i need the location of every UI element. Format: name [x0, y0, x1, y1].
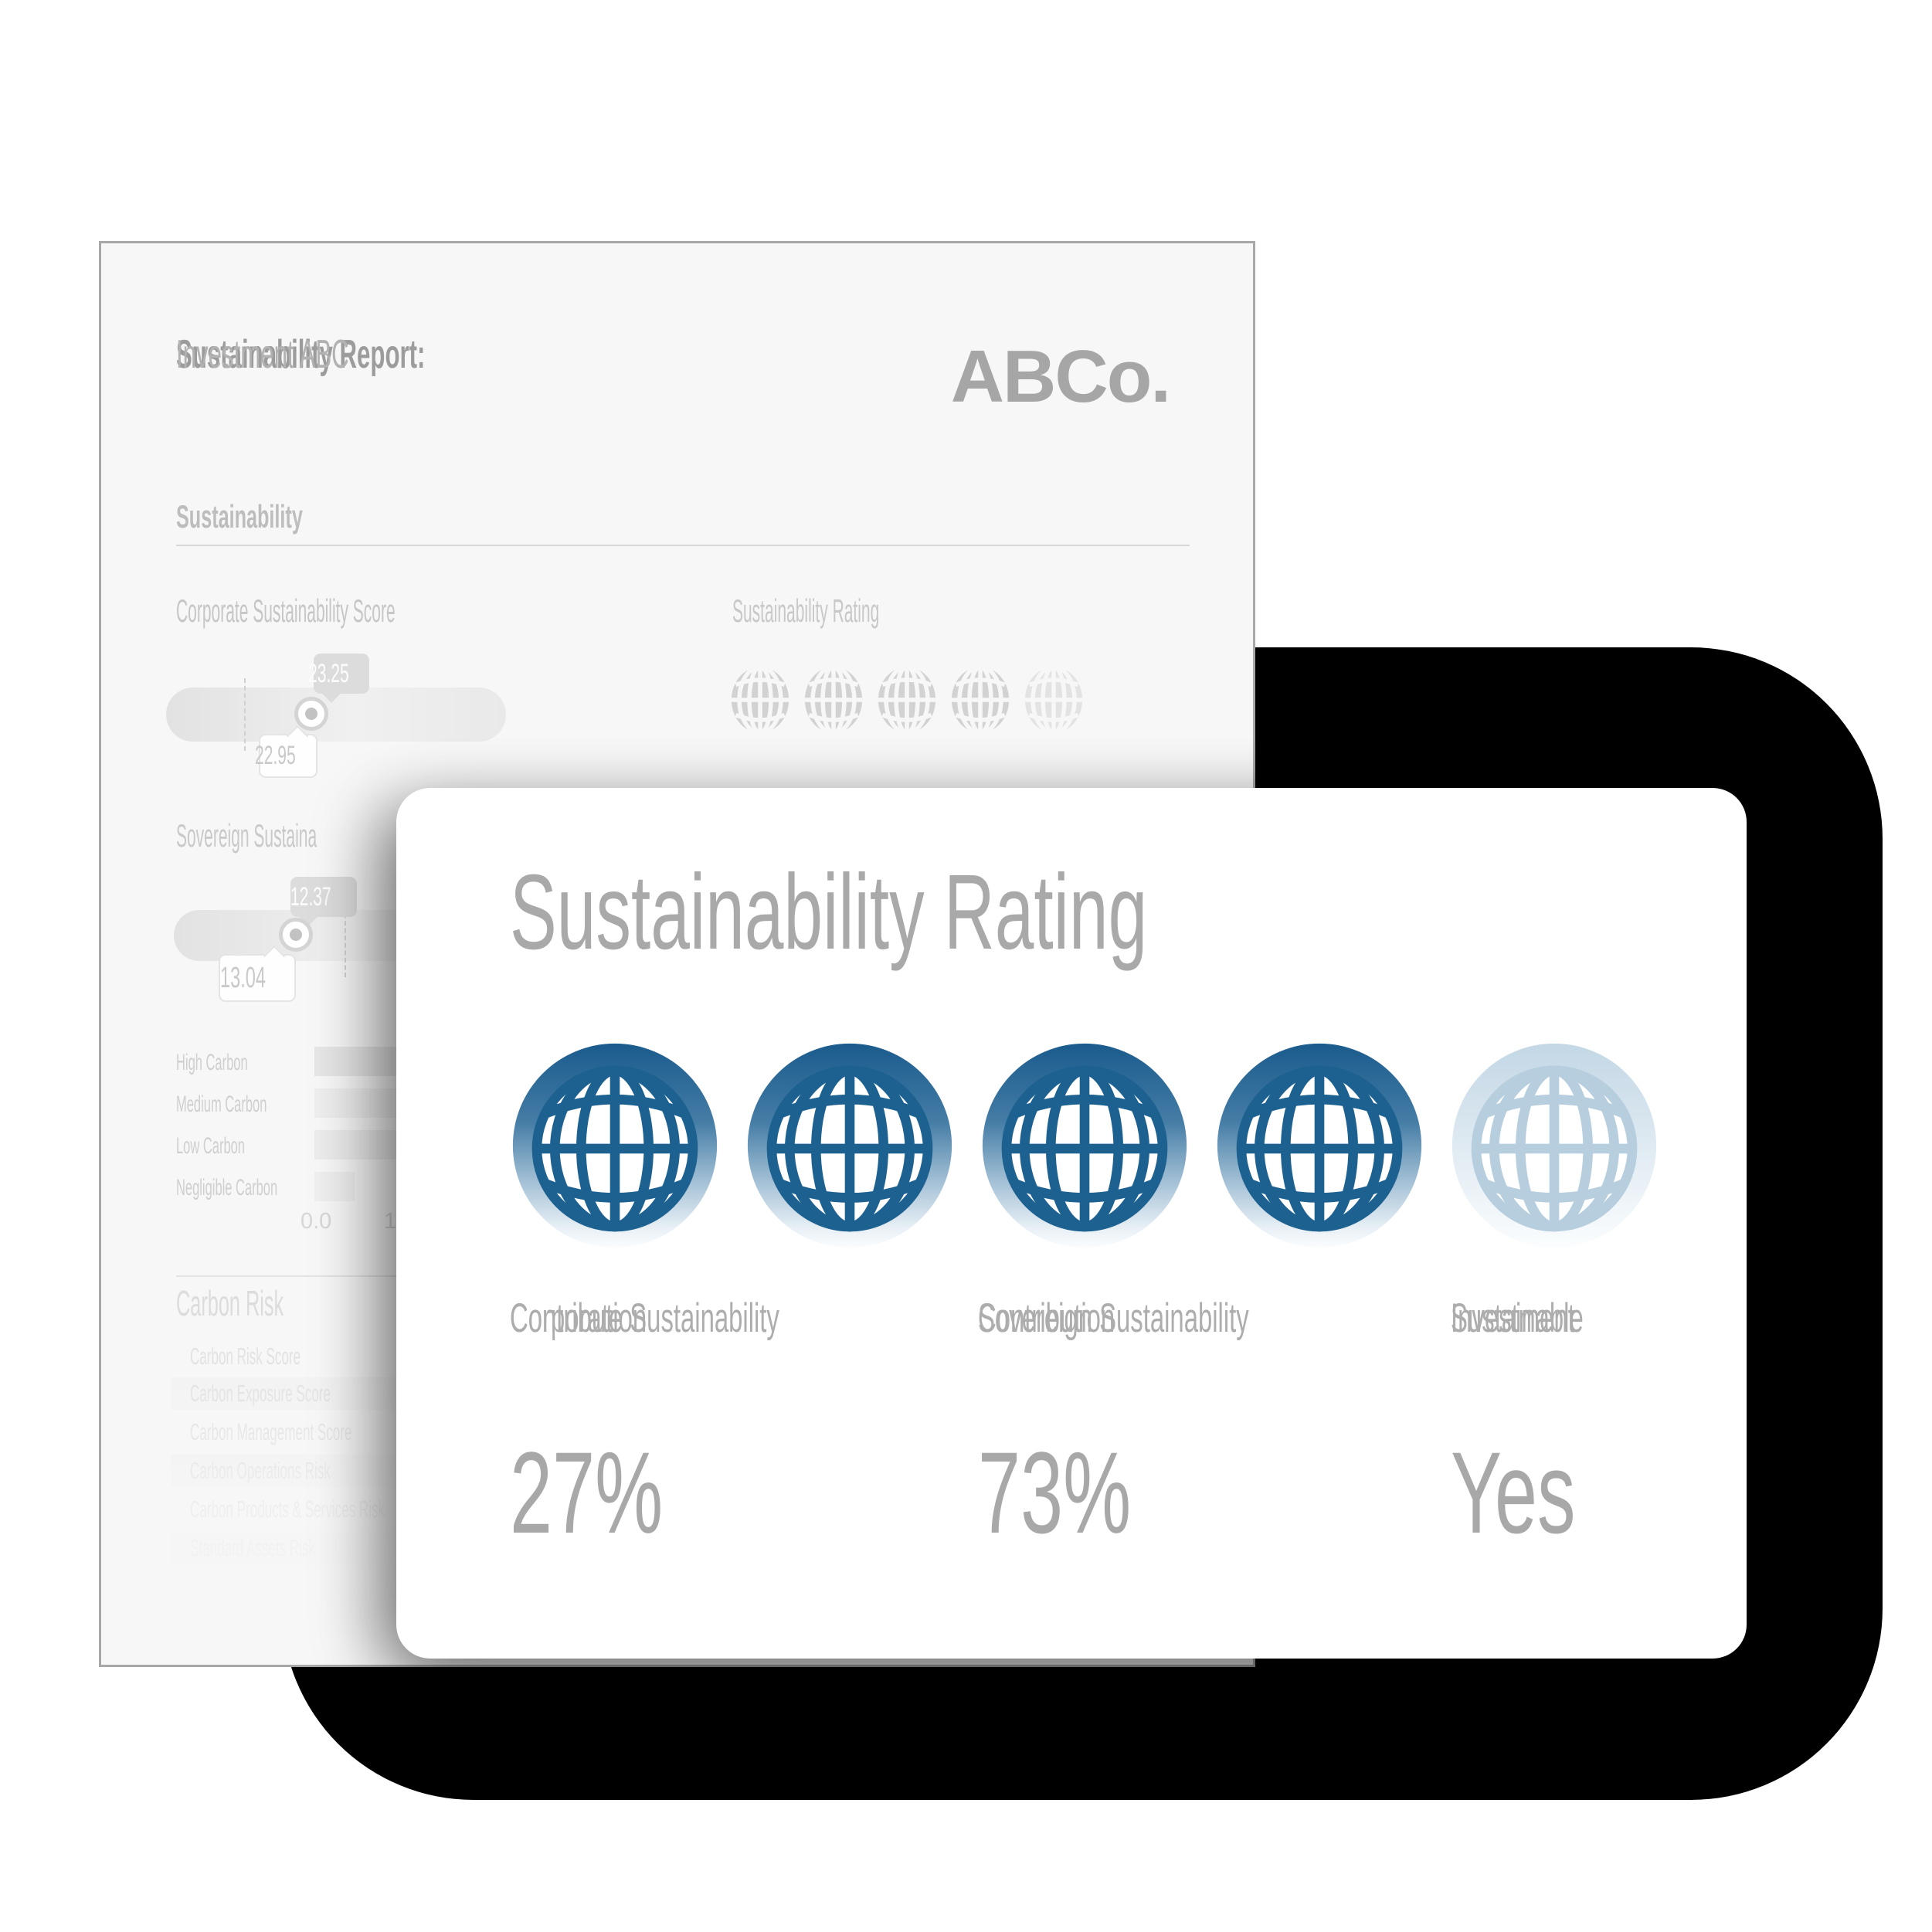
globe-icon: [877, 665, 937, 735]
metric-label: Contribution: [978, 1295, 1115, 1341]
sovereign-slider-handle[interactable]: [279, 918, 313, 952]
carbon-bar-negligible: [314, 1172, 355, 1201]
carbon-risk-divider: [176, 1275, 399, 1277]
corporate-score-tooltip-top: 23.25: [308, 654, 369, 703]
metric-value: 73%: [978, 1428, 1132, 1557]
carbon-bar-low: [314, 1130, 399, 1160]
globe-icon: [803, 665, 864, 735]
sovereign-score-top-value: 12.37: [290, 881, 332, 912]
doc-rating-heading: Sustainability Rating: [732, 593, 880, 629]
carbon-bar-medium: [314, 1088, 399, 1118]
company-logo: ABCo.: [950, 335, 1171, 418]
risk-row-6: Standard Assets Risk: [190, 1534, 316, 1561]
corporate-score-tooltip-bottom: 22.95: [255, 725, 317, 778]
sovereign-score-tooltip-bottom: 13.04: [219, 945, 296, 1002]
section-header-sustainability: Sustainability: [176, 498, 303, 535]
risk-row-3: Carbon Management Score: [190, 1418, 352, 1445]
card-title: Sustainability Rating: [510, 853, 1148, 972]
corporate-benchmark-line: [244, 678, 246, 751]
metric-label: Sovereign Sustainability: [978, 1295, 1249, 1341]
globe-icon-faded: [1024, 665, 1084, 735]
axis-tick-0: 0.0: [300, 1209, 332, 1234]
corporate-score-heading: Corporate Sustainability Score: [176, 593, 396, 629]
sovereign-score-heading: Sovereign Sustaina: [176, 817, 317, 854]
sovereign-score-tooltip-top: 12.37: [290, 877, 357, 926]
globe-filled-icon: [510, 1041, 720, 1251]
metric-label: Corporate Sustainability: [510, 1295, 779, 1341]
metric-label: Sustainable: [1451, 1295, 1584, 1341]
globe-filled-icon: [980, 1041, 1190, 1251]
globe-icon: [730, 665, 790, 735]
globe-filled-icon: [745, 1041, 955, 1251]
globe-icon: [950, 665, 1010, 735]
corporate-slider-handle[interactable]: [294, 697, 328, 731]
card-rating-globes: [510, 1041, 1684, 1251]
carbon-label-low: Low Carbon: [176, 1133, 245, 1159]
risk-row-4: Carbon Operations Risk: [190, 1457, 331, 1484]
corporate-score-bottom-value: 22.95: [255, 741, 297, 770]
carbon-label-negligible: Negligible Carbon: [176, 1175, 278, 1200]
risk-row-2: Carbon Exposure Score: [190, 1380, 331, 1407]
carbon-label-medium: Medium Carbon: [176, 1092, 267, 1117]
section-divider: [176, 545, 1190, 546]
risk-row-5: Carbon Products & Services Risk: [190, 1496, 385, 1523]
metric-value: 27%: [510, 1428, 664, 1557]
report-title-line2: Investment ABC: [176, 332, 349, 377]
carbon-risk-header: Carbon Risk: [176, 1283, 284, 1323]
risk-row-1: Carbon Risk Score: [190, 1343, 301, 1370]
carbon-label-high: High Carbon: [176, 1050, 248, 1075]
globe-filled-icon: [1214, 1041, 1424, 1251]
metric-label: Contribution: [510, 1295, 647, 1341]
globe-empty-icon: [1449, 1041, 1659, 1251]
doc-rating-globes: [730, 665, 1116, 736]
sustainability-rating-card: Sustainability Rating Corporate Sustaina…: [396, 788, 1747, 1659]
sovereign-score-bottom-value: 13.04: [220, 961, 267, 994]
carbon-bar-high: [314, 1047, 399, 1076]
metric-value: Yes: [1451, 1428, 1576, 1557]
metric-label: Investment: [1451, 1295, 1575, 1341]
